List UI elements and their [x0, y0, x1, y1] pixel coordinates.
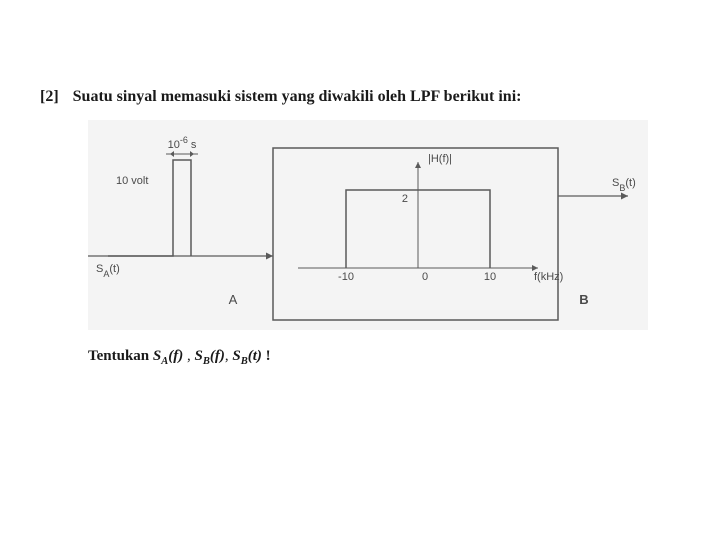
- instruction-lead: Tentukan: [88, 348, 153, 364]
- tick-pos-label: 10: [484, 271, 496, 283]
- region-a-label: A: [229, 292, 238, 307]
- lpf-diagram: 10 volt10-6 sSA(t)A|H(f)|20-1010f(kHz)SB…: [88, 120, 680, 330]
- gain-label: 2: [402, 193, 408, 205]
- problem-number: [2]: [40, 88, 59, 106]
- amplitude-label: 10 volt: [116, 175, 148, 187]
- origin-label: 0: [422, 271, 428, 283]
- problem-text: Suatu sinyal memasuki sistem yang diwaki…: [73, 88, 522, 106]
- instruction-line: Tentukan SA(f) , SB(f), SB(t) !: [88, 348, 680, 367]
- tick-neg-label: -10: [338, 271, 354, 283]
- freq-axis-label: f(kHz): [534, 271, 563, 283]
- magnitude-label: |H(f)|: [428, 153, 452, 165]
- region-b-label: B: [579, 292, 588, 307]
